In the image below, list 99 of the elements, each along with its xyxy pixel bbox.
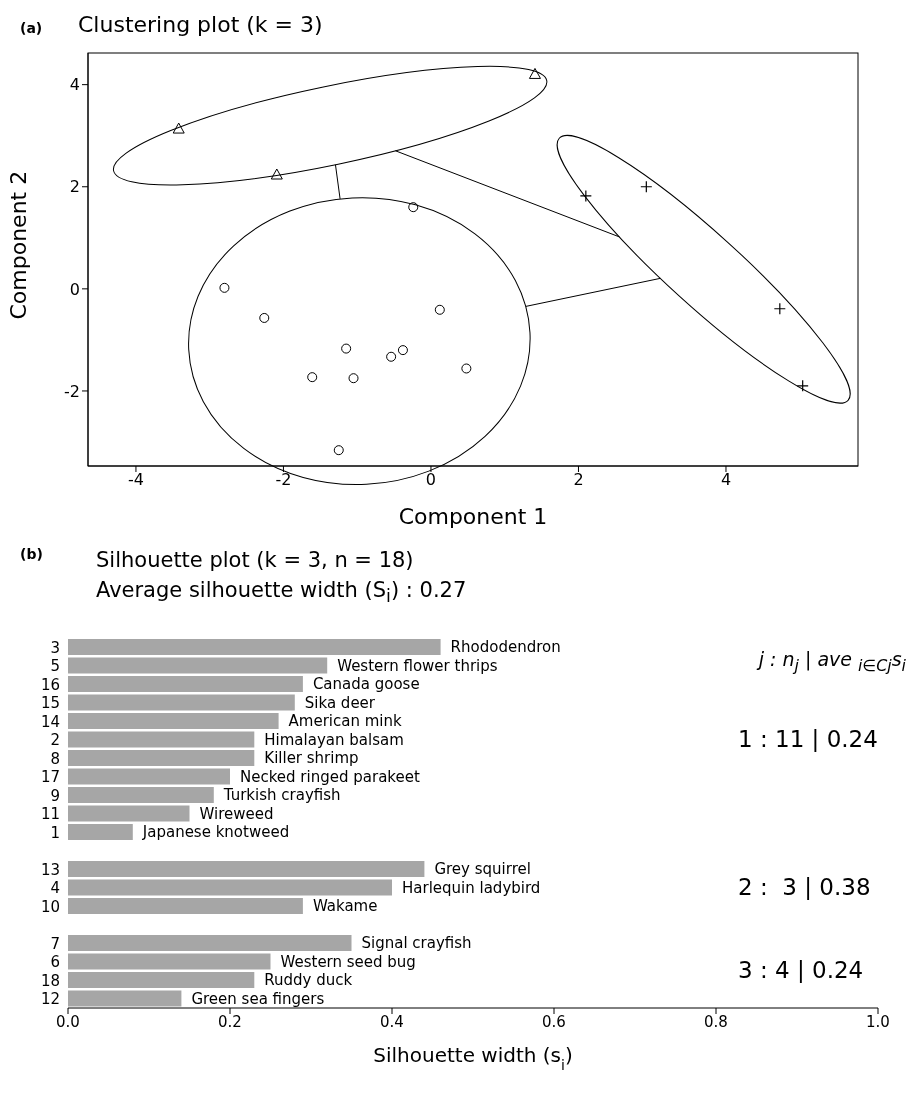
y-tick-label: -2 — [64, 381, 80, 401]
annotation: Western seed bug — [280, 952, 416, 971]
annotation: Western flower thrips — [337, 656, 498, 675]
bar — [68, 750, 255, 767]
chart-title: Clustering plot (k = 3) — [78, 12, 323, 37]
annotation: j : n$_{j}$ | ave $_{i∈Cj}$s$_{i}$ — [758, 647, 906, 675]
y-tick-label: 5 — [50, 657, 60, 676]
bar — [68, 657, 328, 674]
point — [219, 282, 230, 293]
x-tick-label: -2 — [275, 470, 292, 490]
annotation: Necked ringed parakeet — [240, 767, 420, 786]
y-tick-label: 10 — [40, 897, 60, 916]
annotation: Grey squirrel — [434, 860, 531, 879]
y-tick-label: 7 — [50, 934, 60, 953]
y-tick-label: 13 — [40, 860, 60, 879]
point — [434, 304, 445, 315]
x-axis-title: Component 1 — [398, 504, 548, 529]
annotation: Turkish crayfish — [222, 786, 341, 805]
point — [172, 122, 185, 134]
y-tick-label: 4 — [69, 75, 80, 95]
y-tick-label: 15 — [40, 694, 60, 713]
x-tick-label: 2 — [573, 470, 584, 490]
x-tick-label: 0.0 — [56, 1012, 80, 1031]
point — [307, 372, 318, 383]
y-tick-label: 8 — [50, 749, 60, 768]
point — [348, 373, 359, 384]
annotation: Harlequin ladybird — [402, 878, 541, 897]
point — [386, 351, 397, 362]
y-tick-label: 12 — [40, 990, 60, 1009]
x-tick-label: -4 — [127, 470, 144, 490]
x-tick-label: 0.4 — [380, 1012, 404, 1031]
x-tick-label: 0.6 — [542, 1012, 566, 1031]
annotation: Rhododendron — [450, 638, 561, 657]
bar — [68, 824, 133, 841]
annotation: 2 : 3 | 0.38 — [738, 873, 871, 900]
bar — [68, 861, 425, 878]
y-tick-label: 18 — [40, 971, 60, 990]
bar — [68, 879, 392, 896]
annotation: Japanese knotweed — [141, 823, 290, 842]
y-tick-label: 3 — [50, 638, 60, 657]
annotation: Himalayan balsam — [264, 730, 404, 749]
y-tick-label: 14 — [40, 712, 60, 731]
x-tick-label: 4 — [720, 470, 732, 490]
y-tick-label: 2 — [69, 177, 80, 197]
annotation: American mink — [288, 712, 403, 731]
x-tick-label: 0 — [425, 470, 437, 490]
annotation: 1 : 11 | 0.24 — [738, 725, 878, 752]
point — [341, 343, 352, 354]
y-tick-label: 1 — [50, 823, 60, 842]
annotation: Killer shrimp — [264, 749, 359, 768]
annotation: Sika deer — [304, 693, 376, 712]
y-tick-label: 0 — [69, 279, 80, 299]
point — [461, 363, 472, 374]
point — [259, 312, 270, 323]
bar — [68, 990, 182, 1007]
text: (a) — [20, 20, 43, 36]
bar — [68, 972, 255, 989]
bar — [68, 787, 214, 804]
bar — [68, 639, 441, 656]
bar — [68, 935, 352, 952]
y-tick-label: 4 — [50, 879, 60, 898]
x-tick-label: 1.0 — [866, 1012, 890, 1031]
point — [796, 379, 809, 392]
x-tick-label: 0.8 — [704, 1012, 728, 1031]
annotation: Wireweed — [199, 804, 274, 823]
y-tick-label: 17 — [40, 768, 60, 787]
bar — [68, 731, 255, 748]
bar — [68, 768, 230, 785]
y-tick-label: 11 — [40, 805, 60, 824]
point — [270, 168, 283, 180]
y-tick-label: 6 — [50, 953, 60, 972]
point — [579, 189, 592, 203]
annotation: Canada goose — [312, 675, 420, 694]
point — [640, 180, 653, 193]
bar — [68, 953, 271, 970]
bar — [68, 676, 303, 693]
y-tick-label: 16 — [40, 675, 60, 694]
y-tick-label: 9 — [50, 786, 60, 805]
bar — [68, 694, 295, 711]
bar — [68, 713, 279, 730]
x-axis-title: Silhouette width (s$_{i}$) — [373, 1043, 573, 1073]
bar — [68, 898, 303, 915]
bar — [68, 805, 190, 822]
y-tick-label: 2 — [50, 731, 60, 750]
point — [408, 202, 419, 213]
point — [773, 302, 786, 315]
chart-title: Silhouette plot (k = 3, n = 18) — [96, 548, 414, 572]
annotation: Ruddy duck — [264, 971, 353, 990]
annotation: 3 : 4 | 0.24 — [738, 957, 864, 983]
annotation: Wakame — [312, 897, 378, 916]
point — [397, 345, 408, 356]
y-axis-title: Component 2 — [5, 170, 31, 320]
point — [528, 67, 541, 79]
annotation: Green sea fingers — [191, 989, 325, 1008]
point — [333, 445, 344, 456]
text: (b) — [20, 546, 43, 562]
chart-subtitle: Average silhouette width (S$_{i}$) : 0.27 — [96, 578, 467, 607]
annotation: Signal crayfish — [361, 934, 472, 953]
x-tick-label: 0.2 — [218, 1012, 242, 1031]
